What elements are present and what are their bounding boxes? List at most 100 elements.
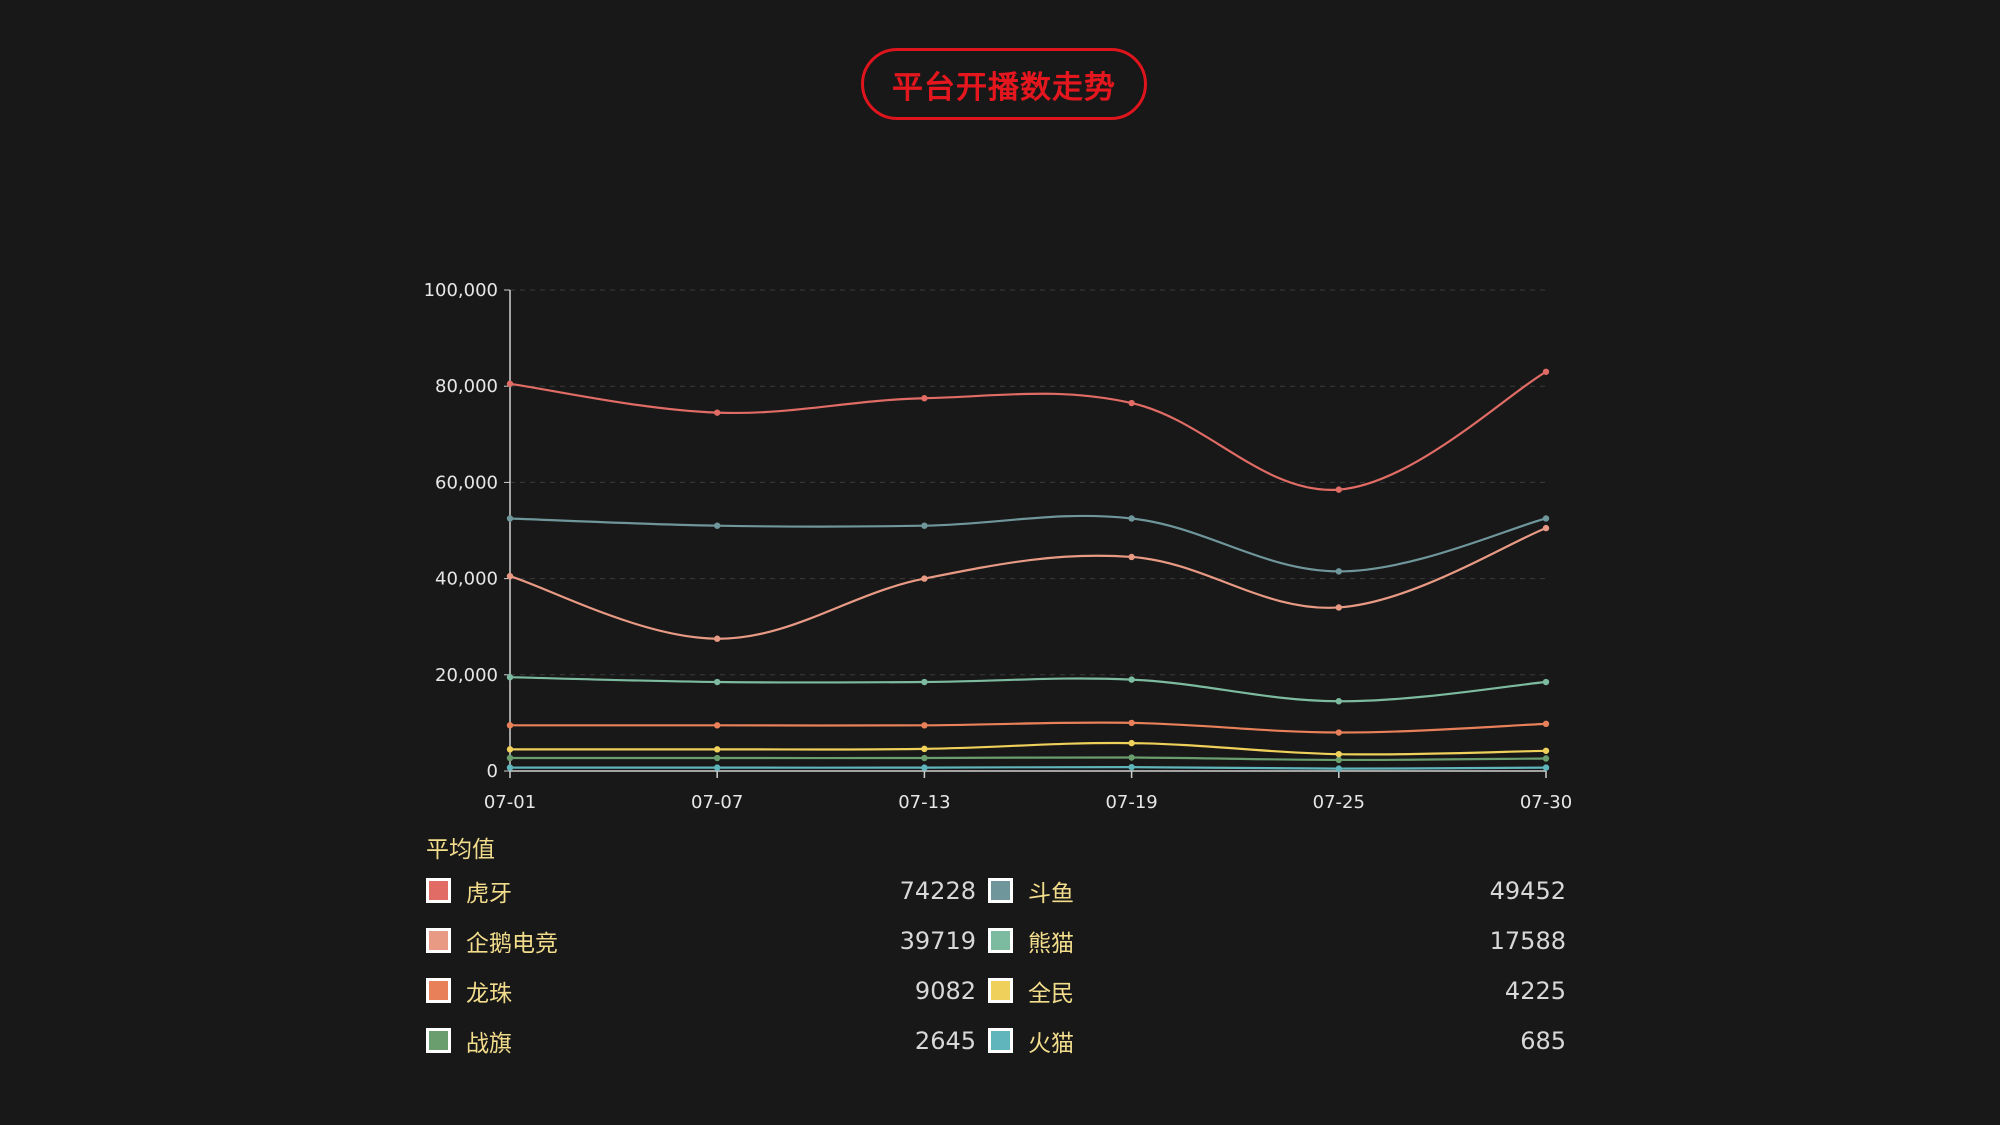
x-tick-label: 07-25 [1313,792,1365,813]
x-tick-label: 07-13 [898,792,950,813]
legend-name: 全民 [1028,980,1074,1007]
legend-swatch [988,1028,1013,1053]
legend-name: 企鹅电竞 [466,930,558,957]
legend-item: 斗鱼 49452 [988,873,1566,908]
data-point [921,575,928,582]
data-point [506,754,514,762]
legend-item: 龙珠 9082 [426,973,988,1008]
legend-value: 17588 [1489,926,1566,955]
data-point [1335,568,1343,575]
data-point [1128,739,1135,747]
series-line [509,370,1547,491]
data-point [1542,678,1550,686]
data-point [714,722,721,729]
series-line [509,514,1547,573]
legend-swatch [426,1028,451,1053]
legend-name: 斗鱼 [1028,880,1074,907]
data-point [1542,524,1550,532]
legend-value: 9082 [914,976,976,1005]
y-tick-label: 100,000 [424,280,498,301]
data-point [921,764,928,771]
y-tick-label: 80,000 [435,376,498,397]
legend-name: 熊猫 [1028,930,1074,957]
data-point [921,745,928,753]
data-point [921,754,928,762]
data-point [714,522,721,529]
series-line [509,527,1547,640]
data-point [1335,486,1343,493]
data-point [1542,368,1550,375]
legend-swatch [426,978,451,1003]
data-point [714,678,721,686]
legend-item: 熊猫 17588 [988,923,1566,958]
legend-swatch [426,928,451,953]
data-point [506,722,514,729]
legend-name: 虎牙 [466,880,512,907]
data-point [506,764,514,771]
legend-value: 39719 [899,926,976,955]
data-point [1542,515,1550,522]
chart-title: 平台开播数走势 [861,48,1147,120]
legend-item: 虎牙 74228 [426,873,988,908]
x-tick-label: 07-30 [1520,792,1572,813]
series-line [509,676,1547,703]
data-point [1542,764,1550,771]
data-point [1128,754,1135,761]
data-point [1128,515,1135,522]
y-tick-label: 0 [487,761,498,782]
legend-name: 战旗 [466,1030,512,1057]
legend-name: 火猫 [1028,1030,1074,1057]
data-point [921,722,928,729]
data-point [1335,765,1343,772]
legend-item: 火猫 685 [988,1023,1566,1058]
x-tick-label: 07-01 [484,792,536,813]
data-point [1128,719,1135,727]
x-tick-label: 07-19 [1105,792,1157,813]
series-line [510,766,1547,770]
y-tick-label: 20,000 [435,665,498,686]
legend-item: 企鹅电竞 39719 [426,923,988,958]
data-point [714,409,721,416]
legend-item: 战旗 2645 [426,1023,988,1058]
data-point [921,395,928,402]
data-point [1128,763,1135,771]
data-point [506,515,514,522]
data-point [1335,750,1343,758]
data-point [1542,755,1550,762]
legend-value: 4225 [1504,976,1566,1005]
series-line [509,741,1547,756]
legend-swatch [426,878,451,903]
average-title: 平均值 [426,837,495,863]
data-point [506,380,514,387]
legend-value: 685 [1520,1026,1566,1055]
series-line [510,756,1547,762]
data-point [714,764,721,771]
legend-name: 龙珠 [466,980,512,1007]
data-point [1542,747,1550,754]
y-tick-label: 60,000 [435,472,498,493]
data-point [506,674,514,681]
data-point [1128,553,1135,561]
data-point [506,746,514,753]
data-point [1128,676,1135,683]
data-point [1542,720,1550,728]
data-point [506,572,514,580]
data-point [714,754,721,762]
data-point [1335,729,1343,736]
data-point [1128,399,1135,407]
y-tick-label: 40,000 [435,569,498,590]
legend-value: 74228 [899,876,976,905]
data-point [921,678,928,686]
data-point [714,635,721,642]
x-tick-label: 07-07 [691,792,743,813]
data-point [1335,756,1343,764]
data-point [1335,698,1343,705]
legend-value: 2645 [914,1026,976,1055]
legend-swatch [988,878,1013,903]
series-line [510,721,1547,734]
legend-swatch [988,978,1013,1003]
data-point [714,746,721,753]
data-point [921,522,928,529]
